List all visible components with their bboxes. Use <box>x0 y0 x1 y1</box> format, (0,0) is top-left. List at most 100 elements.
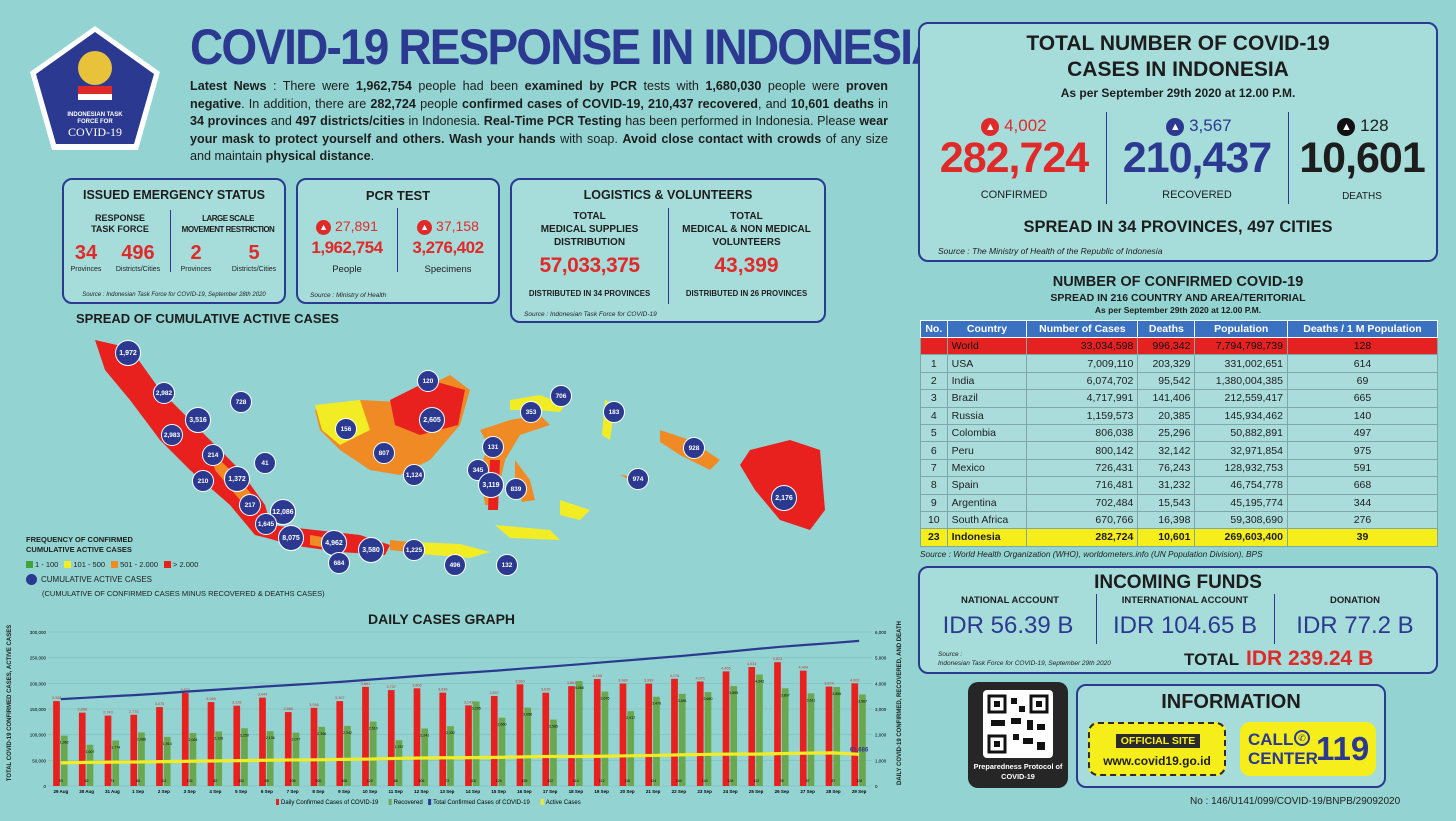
data-label-recovered: 1,914 <box>163 742 172 746</box>
data-label-recovered: 2,241 <box>420 733 429 737</box>
data-label-deaths: 135 <box>521 779 527 783</box>
table-row: 1 USA 7,009,110 203,329 331,002,651 614 <box>920 354 1439 373</box>
data-label-recovered: 2,064 <box>188 738 197 742</box>
emergency-title: ISSUED EMERGENCY STATUS <box>83 188 265 202</box>
funds-donation-head: DONATION <box>1330 595 1380 606</box>
legend-item-4: > 2.000 <box>173 560 199 569</box>
table-cell: 76,243 <box>1137 458 1196 478</box>
legend-title-1: FREQUENCY OF CONFIRMED <box>26 535 133 544</box>
table-cell: 497 <box>1286 423 1439 443</box>
data-label-deaths: 90 <box>780 779 784 783</box>
task-force-logo: INDONESIAN TASK FORCE FOR COVID-19 <box>26 22 164 154</box>
data-label-confirmed: 4,823 <box>773 657 783 661</box>
bar-recovered <box>241 728 248 786</box>
totals-title-1: TOTAL NUMBER OF COVID-19 <box>1026 32 1330 55</box>
bar-confirmed <box>799 670 807 786</box>
table-cell: India <box>946 371 1028 391</box>
table-cell: 7,009,110 <box>1026 354 1139 373</box>
table-cell: 31,232 <box>1137 476 1196 495</box>
funds-donation-value: IDR 77.2 B <box>1296 612 1414 639</box>
table-cell: 39 <box>1286 528 1439 547</box>
y-tick-left: 100,000 <box>30 733 47 738</box>
response-head: RESPONSE TASK FORCE <box>91 213 149 234</box>
status-val-2: 496 <box>121 242 155 264</box>
map-active-case-badge: 132 <box>496 554 518 576</box>
data-label-recovered: 2,917 <box>626 716 635 720</box>
bar-confirmed <box>774 662 781 786</box>
data-label-deaths: 128 <box>856 779 862 783</box>
table-cell: 46,754,778 <box>1194 476 1288 495</box>
y-tick-left: 50,000 <box>32 758 46 763</box>
data-label-deaths: 87 <box>831 779 835 783</box>
table-cell: 7 <box>920 458 948 478</box>
map-active-case-badge: 974 <box>627 468 649 490</box>
data-label-confirmed: 2,743 <box>103 711 113 715</box>
call-center[interactable]: CALL ✆ CENTER 119 <box>1240 722 1376 776</box>
official-site-link[interactable]: OFFICIAL SITE www.covid19.go.id <box>1088 722 1226 776</box>
data-label-deaths: 113 <box>753 779 759 783</box>
bar-confirmed <box>181 693 189 786</box>
table-cell: 2 <box>920 371 948 391</box>
qr-card[interactable]: Preparedness Protocol of COVID-19 <box>968 682 1068 788</box>
bar-recovered <box>781 688 789 786</box>
data-label-deaths: 68 <box>136 779 140 783</box>
table-cell: 20,385 <box>1137 406 1196 425</box>
y-tick-right: 1,000 <box>875 758 887 763</box>
x-tick-label: 11 Sep <box>388 789 403 794</box>
data-label-recovered: 2,332 <box>446 731 455 735</box>
table-cell: 32,142 <box>1137 441 1196 460</box>
confirmed-increase: 4,002 <box>1004 116 1047 135</box>
bar-recovered <box>524 707 532 786</box>
table-cell: 212,559,417 <box>1194 389 1288 408</box>
bar-confirmed <box>619 683 627 786</box>
bar-confirmed <box>722 671 730 786</box>
table-cell: 145,934,462 <box>1194 406 1288 425</box>
x-tick-label: 4 Sep <box>209 789 221 794</box>
funds-title: INCOMING FUNDS <box>1094 572 1262 593</box>
status-lbl-2: Districts/Cities <box>115 266 161 273</box>
bar-recovered <box>678 693 686 786</box>
map-active-case-badge: 2,982 <box>153 382 175 404</box>
page-title: COVID-19 RESPONSE IN INDONESIA <box>190 19 944 75</box>
table-row: 2 India 6,074,702 95,542 1,380,004,385 69 <box>920 371 1439 391</box>
data-label-deaths: 160 <box>676 779 682 783</box>
latest-news: Latest News : There were 1,962,754 peopl… <box>190 79 889 163</box>
legend-item: Total Confirmed Cases of COVID-19 <box>433 800 530 806</box>
table-cell: 4 <box>920 406 948 425</box>
bar-confirmed <box>233 705 241 786</box>
table-cell: 5 <box>920 423 948 443</box>
bar-confirmed <box>156 707 163 786</box>
qr-code-icon <box>983 690 1053 758</box>
bar-recovered <box>601 691 609 786</box>
map-active-case-badge: 684 <box>328 552 350 574</box>
bar-confirmed <box>851 683 859 786</box>
table-cell: 668 <box>1286 476 1439 495</box>
data-label-confirmed: 4,465 <box>721 666 731 670</box>
table-cell: 331,002,651 <box>1194 354 1288 373</box>
arrow-up-icon: ▲ <box>981 117 1000 136</box>
data-label-deaths: 116 <box>625 779 631 783</box>
x-tick-label: 9 Sep <box>338 789 350 794</box>
bar-confirmed <box>593 679 601 786</box>
data-label-recovered: 2,342 <box>343 731 352 735</box>
daily-cases-chart: 0 50,000 100,000 150,000 200,000 250,000 300,0… <box>14 626 904 816</box>
bar-confirmed <box>645 683 653 786</box>
x-tick-label: 25 Sep <box>749 789 764 794</box>
y-tick-right: 3,000 <box>875 707 887 712</box>
table-cell: 800,142 <box>1026 441 1139 460</box>
bar-recovered <box>215 731 223 786</box>
bar-recovered <box>138 732 145 786</box>
legend-item-2: 101 - 500 <box>73 560 106 569</box>
x-tick-label: 12 Sep <box>414 789 429 794</box>
circle-legend-icon <box>26 574 37 585</box>
map-active-case-badge: 183 <box>603 401 625 423</box>
funds-source: Source : Indonesian Task Force for COVID… <box>938 651 1111 667</box>
table-cell: 702,484 <box>1026 493 1139 512</box>
table-cell: 1,380,004,385 <box>1194 371 1288 391</box>
bar-confirmed <box>413 688 421 786</box>
table-cell: Brazil <box>946 389 1028 408</box>
logistics-source: Source : Indonesian Task Force for COVID… <box>524 311 657 318</box>
table-row: 9 Argentina 702,484 15,543 45,195,774 344 <box>920 493 1439 512</box>
table-cell: 591 <box>1286 458 1439 478</box>
x-tick-label: 24 Sep <box>723 789 738 794</box>
